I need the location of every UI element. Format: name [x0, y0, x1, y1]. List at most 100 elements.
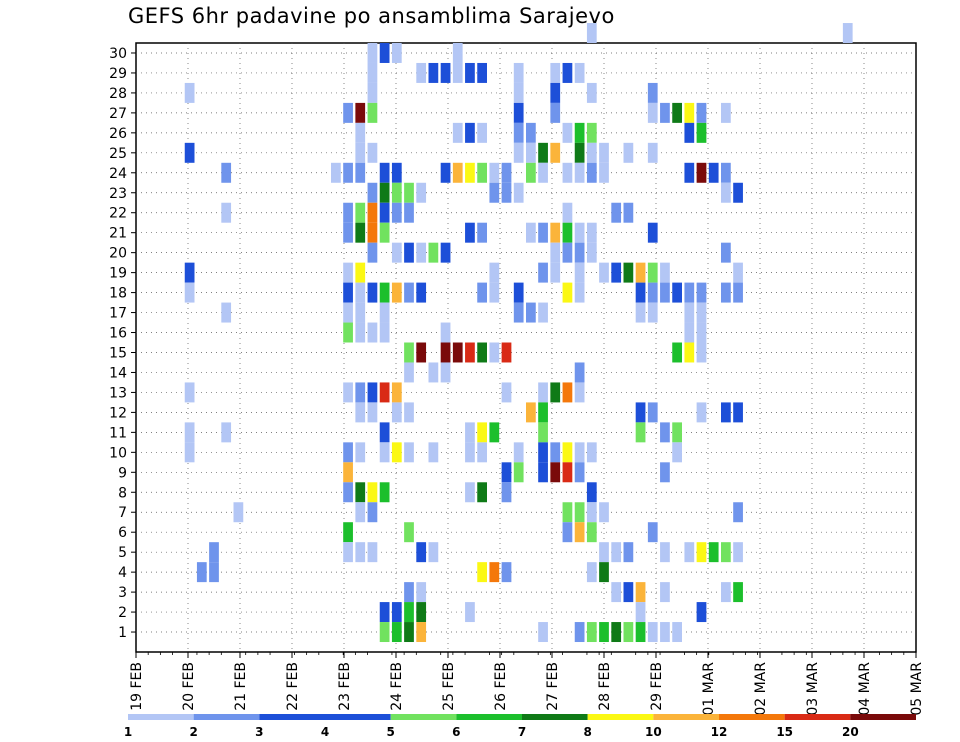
precip-cell [647, 222, 658, 243]
precip-cell [379, 622, 390, 643]
y-tick-label: 26 [109, 126, 127, 142]
precip-cell [672, 622, 682, 643]
precip-cell [513, 462, 524, 483]
precip-cell [660, 542, 670, 563]
x-tick-label: 29 FEB [649, 662, 665, 711]
precip-cell [647, 622, 658, 643]
precip-cell [440, 62, 451, 83]
colorbar-label: 3 [255, 725, 263, 739]
precip-cell [477, 422, 487, 443]
precip-cell [574, 622, 585, 643]
precip-cell [404, 282, 414, 303]
y-tick-label: 25 [109, 146, 127, 162]
precip-cell [416, 182, 427, 203]
precip-cell [477, 282, 487, 303]
colorbar-swatch [784, 714, 851, 720]
precip-cell [586, 482, 597, 503]
precip-cell [586, 562, 597, 583]
precip-cell [586, 522, 597, 543]
precip-cell [721, 242, 731, 263]
y-tick-label: 14 [109, 365, 127, 381]
precip-cell [623, 142, 634, 163]
x-tick-label: 02 MAR [753, 662, 769, 716]
precip-cell [465, 222, 475, 243]
precip-cell [526, 162, 536, 183]
colorbar-label: 1 [124, 725, 132, 739]
precip-cell [355, 322, 366, 343]
precip-cell [599, 162, 609, 183]
precip-cell [355, 202, 366, 223]
x-tick-label: 20 FEB [181, 662, 197, 711]
precip-cell [562, 162, 573, 183]
y-tick-label: 8 [118, 485, 127, 501]
precip-cell [538, 422, 548, 443]
precip-cell [355, 382, 366, 403]
precip-cell [562, 122, 573, 143]
colorbar-swatch [390, 714, 457, 720]
x-tick-label: 28 FEB [597, 662, 613, 711]
precip-cell [416, 342, 427, 363]
precip-cell [562, 442, 573, 463]
precip-cell [574, 522, 585, 543]
precip-cell [660, 282, 670, 303]
y-tick-label: 27 [109, 106, 127, 122]
precip-cell [379, 422, 390, 443]
precip-cell [708, 162, 719, 183]
precip-cell [391, 282, 402, 303]
precip-cell [550, 242, 561, 263]
precip-cell [184, 442, 195, 463]
precip-cell [586, 162, 597, 183]
precip-cell [465, 422, 475, 443]
precip-cell [574, 262, 585, 283]
precip-cell [379, 382, 390, 403]
precip-cell [696, 402, 707, 423]
precip-cell [477, 342, 487, 363]
colorbar-label: 12 [711, 725, 728, 739]
precip-cell [404, 582, 414, 603]
precip-cell [684, 322, 695, 343]
precip-cell [355, 442, 366, 463]
precip-cell [355, 542, 366, 563]
y-tick-label: 9 [118, 465, 127, 481]
precip-cell [574, 62, 585, 83]
colorbar-swatch [850, 714, 916, 720]
precip-cell [696, 282, 707, 303]
precip-cell [367, 222, 378, 243]
y-tick-label: 10 [109, 445, 127, 461]
precip-cell [379, 602, 390, 623]
precip-cell [696, 602, 707, 623]
precip-cell [367, 142, 378, 163]
precip-cell [684, 122, 695, 143]
precip-cell [562, 462, 573, 483]
y-tick-label: 29 [109, 66, 127, 82]
precip-cell [635, 422, 646, 443]
precip-cell [404, 522, 414, 543]
colorbar-label: 8 [583, 725, 591, 739]
precip-cell [586, 622, 597, 643]
precip-cell [550, 142, 561, 163]
precip-cell [550, 62, 561, 83]
colorbar-label: 6 [452, 725, 460, 739]
y-tick-label: 4 [118, 565, 127, 581]
precip-cell [684, 302, 695, 323]
colorbar-swatch [522, 714, 588, 720]
precip-cell [501, 162, 512, 183]
y-tick-label: 5 [118, 545, 127, 561]
precip-cell [599, 502, 609, 523]
precip-cell [221, 302, 232, 323]
precip-cell [635, 402, 646, 423]
precip-cell [489, 282, 500, 303]
precip-cell [721, 582, 731, 603]
precip-cell [355, 502, 366, 523]
precip-cell [513, 442, 524, 463]
precip-cell [221, 422, 232, 443]
precip-cell [635, 602, 646, 623]
precip-cell [526, 142, 536, 163]
precip-cell [538, 442, 548, 463]
precip-cell [404, 202, 414, 223]
y-tick-label: 16 [109, 326, 127, 342]
precip-cell [562, 202, 573, 223]
precip-cell [416, 542, 427, 563]
precip-cell [647, 262, 658, 283]
colorbar-label: 2 [189, 725, 197, 739]
